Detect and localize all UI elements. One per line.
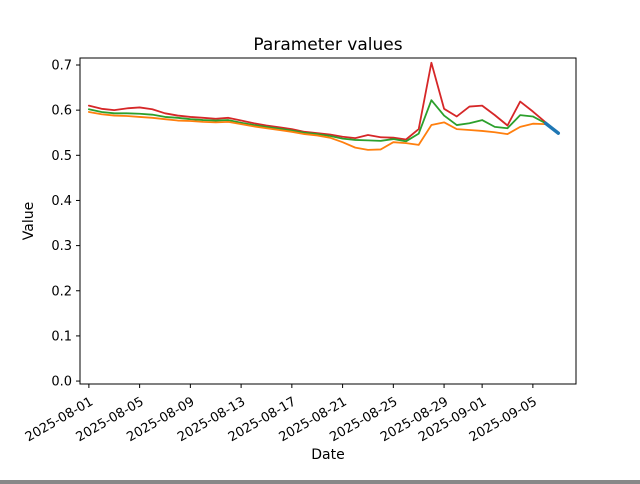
- y-tick-label: 0.2: [51, 284, 72, 299]
- y-tick-label: 0.0: [51, 375, 72, 390]
- y-tick-label: 0.1: [51, 329, 72, 344]
- x-axis-label: Date: [311, 447, 344, 463]
- series-line-green: [87, 99, 547, 143]
- y-axis-label: Value: [21, 202, 37, 240]
- y-tick-label: 0.4: [51, 194, 72, 209]
- plot-area: [79, 57, 577, 385]
- chart-title: Parameter values: [253, 35, 402, 55]
- y-tick-label: 0.7: [51, 58, 72, 73]
- y-tick-label: 0.6: [51, 104, 72, 119]
- y-tick-label: 0.3: [51, 239, 72, 254]
- series-line-blue-highlight: [543, 121, 560, 135]
- y-tick-label: 0.5: [51, 149, 72, 164]
- series-line-orange: [87, 111, 547, 151]
